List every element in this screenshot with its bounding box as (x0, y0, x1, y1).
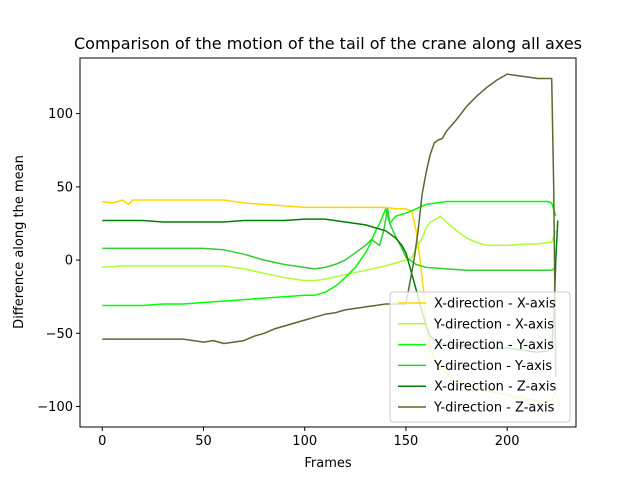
chart-title: Comparison of the motion of the tail of … (74, 34, 582, 53)
legend: X-direction - X-axis Y-direction - X-axis… (389, 291, 571, 423)
y-tick-label: 100 (48, 107, 73, 122)
legend-label: X-direction - Y-axis (434, 338, 554, 353)
legend-label: Y-direction - X-axis (433, 317, 554, 332)
x-axis: 0 50 100 150 200 (98, 427, 520, 449)
series-line-4 (102, 208, 557, 272)
x-tick-label: 50 (195, 434, 212, 449)
y-tick-label: −50 (46, 327, 73, 342)
y-tick-label: 50 (56, 180, 73, 195)
series-line-3 (102, 200, 557, 307)
y-tick-label: 0 (65, 254, 73, 269)
x-axis-title: Frames (304, 456, 352, 471)
y-axis-title: Difference along the mean (12, 155, 27, 329)
legend-box (389, 291, 571, 423)
y-tick-label: −100 (37, 400, 73, 415)
plot-frame (79, 57, 577, 428)
x-tick-label: 200 (495, 434, 520, 449)
x-tick-label: 150 (394, 434, 419, 449)
legend-label: X-direction - X-axis (434, 297, 556, 312)
x-tick-label: 100 (292, 434, 317, 449)
legend-label: Y-direction - Y-axis (433, 359, 552, 374)
y-axis: −100 −50 0 50 100 (37, 107, 80, 415)
legend-label: X-direction - Z-axis (434, 380, 557, 395)
x-tick-label: 0 (98, 434, 106, 449)
legend-label: Y-direction - Z-axis (433, 401, 555, 416)
